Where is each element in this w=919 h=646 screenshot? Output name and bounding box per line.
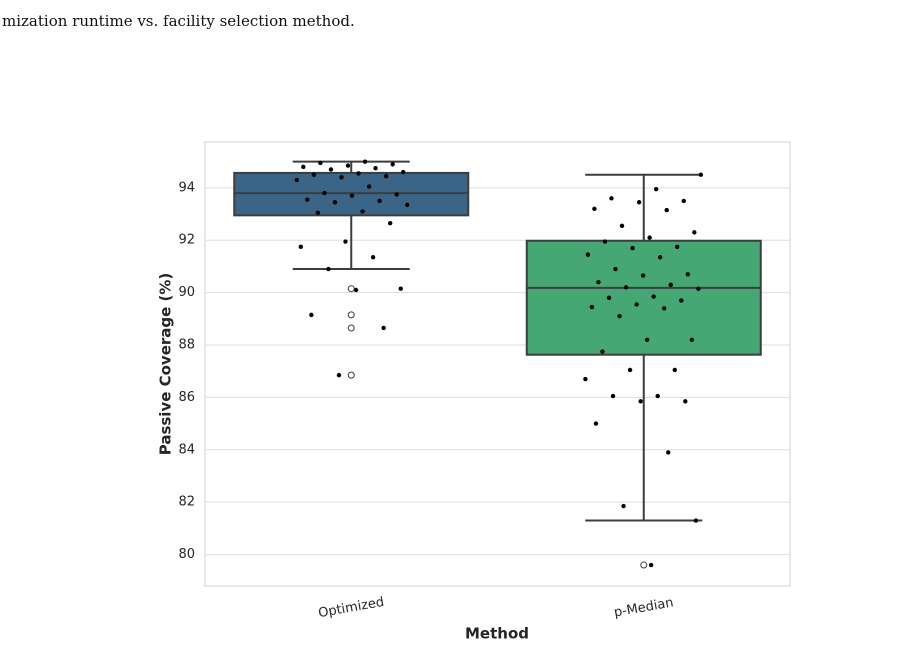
outlier bbox=[640, 561, 648, 569]
point bbox=[613, 266, 618, 272]
point bbox=[311, 172, 317, 177]
point bbox=[390, 162, 395, 167]
point bbox=[328, 167, 334, 172]
x-axis-label: Method bbox=[465, 625, 529, 643]
outlier bbox=[347, 285, 355, 293]
point bbox=[377, 198, 382, 204]
point bbox=[681, 198, 686, 204]
point bbox=[600, 349, 605, 354]
point bbox=[305, 197, 310, 202]
point bbox=[644, 337, 650, 342]
point bbox=[693, 518, 699, 523]
point bbox=[387, 221, 393, 226]
point bbox=[696, 286, 701, 291]
point bbox=[353, 287, 359, 293]
point bbox=[672, 367, 677, 373]
point bbox=[345, 163, 351, 168]
y-tick-label: 82 bbox=[178, 495, 195, 510]
point bbox=[318, 160, 323, 166]
point bbox=[638, 399, 643, 404]
point bbox=[583, 376, 588, 382]
point bbox=[630, 245, 635, 251]
x-tick-label: p-Median bbox=[613, 595, 675, 620]
point bbox=[689, 337, 695, 342]
point bbox=[662, 306, 667, 311]
point bbox=[362, 159, 368, 164]
point bbox=[339, 175, 344, 180]
point bbox=[621, 503, 626, 509]
point bbox=[648, 562, 654, 568]
outlier bbox=[347, 324, 355, 332]
y-tick-label: 92 bbox=[178, 233, 195, 248]
point bbox=[627, 367, 633, 373]
caption: mization runtime vs. facility selection … bbox=[2, 12, 355, 30]
outlier bbox=[347, 371, 355, 379]
point bbox=[370, 255, 376, 260]
point bbox=[398, 286, 403, 291]
point bbox=[336, 372, 342, 378]
x-tick-label: Optimized bbox=[317, 595, 385, 621]
point bbox=[373, 165, 378, 171]
point bbox=[683, 399, 688, 404]
point bbox=[401, 169, 406, 175]
point bbox=[301, 164, 306, 170]
point bbox=[653, 186, 659, 192]
point bbox=[332, 200, 338, 205]
point bbox=[366, 184, 372, 189]
point bbox=[647, 235, 652, 240]
point bbox=[651, 294, 656, 299]
point bbox=[315, 210, 321, 215]
point bbox=[405, 202, 410, 208]
point bbox=[679, 298, 684, 303]
point bbox=[593, 421, 599, 426]
point bbox=[685, 272, 691, 277]
point bbox=[609, 196, 614, 201]
y-tick-label: 80 bbox=[178, 547, 195, 562]
point bbox=[592, 206, 597, 211]
point bbox=[617, 313, 622, 319]
point bbox=[657, 255, 663, 260]
point bbox=[596, 279, 601, 285]
y-tick-label: 88 bbox=[178, 338, 195, 353]
point bbox=[692, 230, 697, 235]
point bbox=[640, 273, 646, 278]
point bbox=[655, 393, 660, 399]
point bbox=[322, 190, 327, 196]
point bbox=[606, 295, 612, 301]
point bbox=[356, 171, 361, 176]
point bbox=[589, 304, 595, 310]
point bbox=[394, 192, 399, 197]
point bbox=[326, 266, 331, 272]
point bbox=[349, 193, 355, 198]
point bbox=[698, 172, 704, 177]
point bbox=[383, 173, 389, 179]
y-tick-label: 84 bbox=[178, 442, 195, 457]
point bbox=[343, 239, 348, 244]
point bbox=[636, 200, 642, 205]
y-tick-label: 90 bbox=[178, 285, 195, 300]
point bbox=[619, 223, 625, 229]
point bbox=[381, 325, 386, 331]
point bbox=[360, 209, 365, 214]
point bbox=[634, 302, 639, 307]
point bbox=[298, 244, 304, 249]
point bbox=[675, 244, 680, 249]
point bbox=[585, 252, 591, 257]
point bbox=[664, 207, 669, 213]
point bbox=[610, 393, 616, 399]
box bbox=[525, 239, 762, 356]
point bbox=[668, 282, 673, 287]
point bbox=[309, 312, 314, 318]
point bbox=[623, 285, 629, 290]
point bbox=[666, 450, 671, 455]
point bbox=[602, 239, 608, 244]
y-tick-label: 86 bbox=[178, 390, 195, 405]
point bbox=[294, 177, 299, 183]
y-tick-label: 94 bbox=[178, 180, 195, 195]
y-axis-label: Passive Coverage (%) bbox=[157, 273, 175, 456]
outlier bbox=[347, 311, 355, 319]
